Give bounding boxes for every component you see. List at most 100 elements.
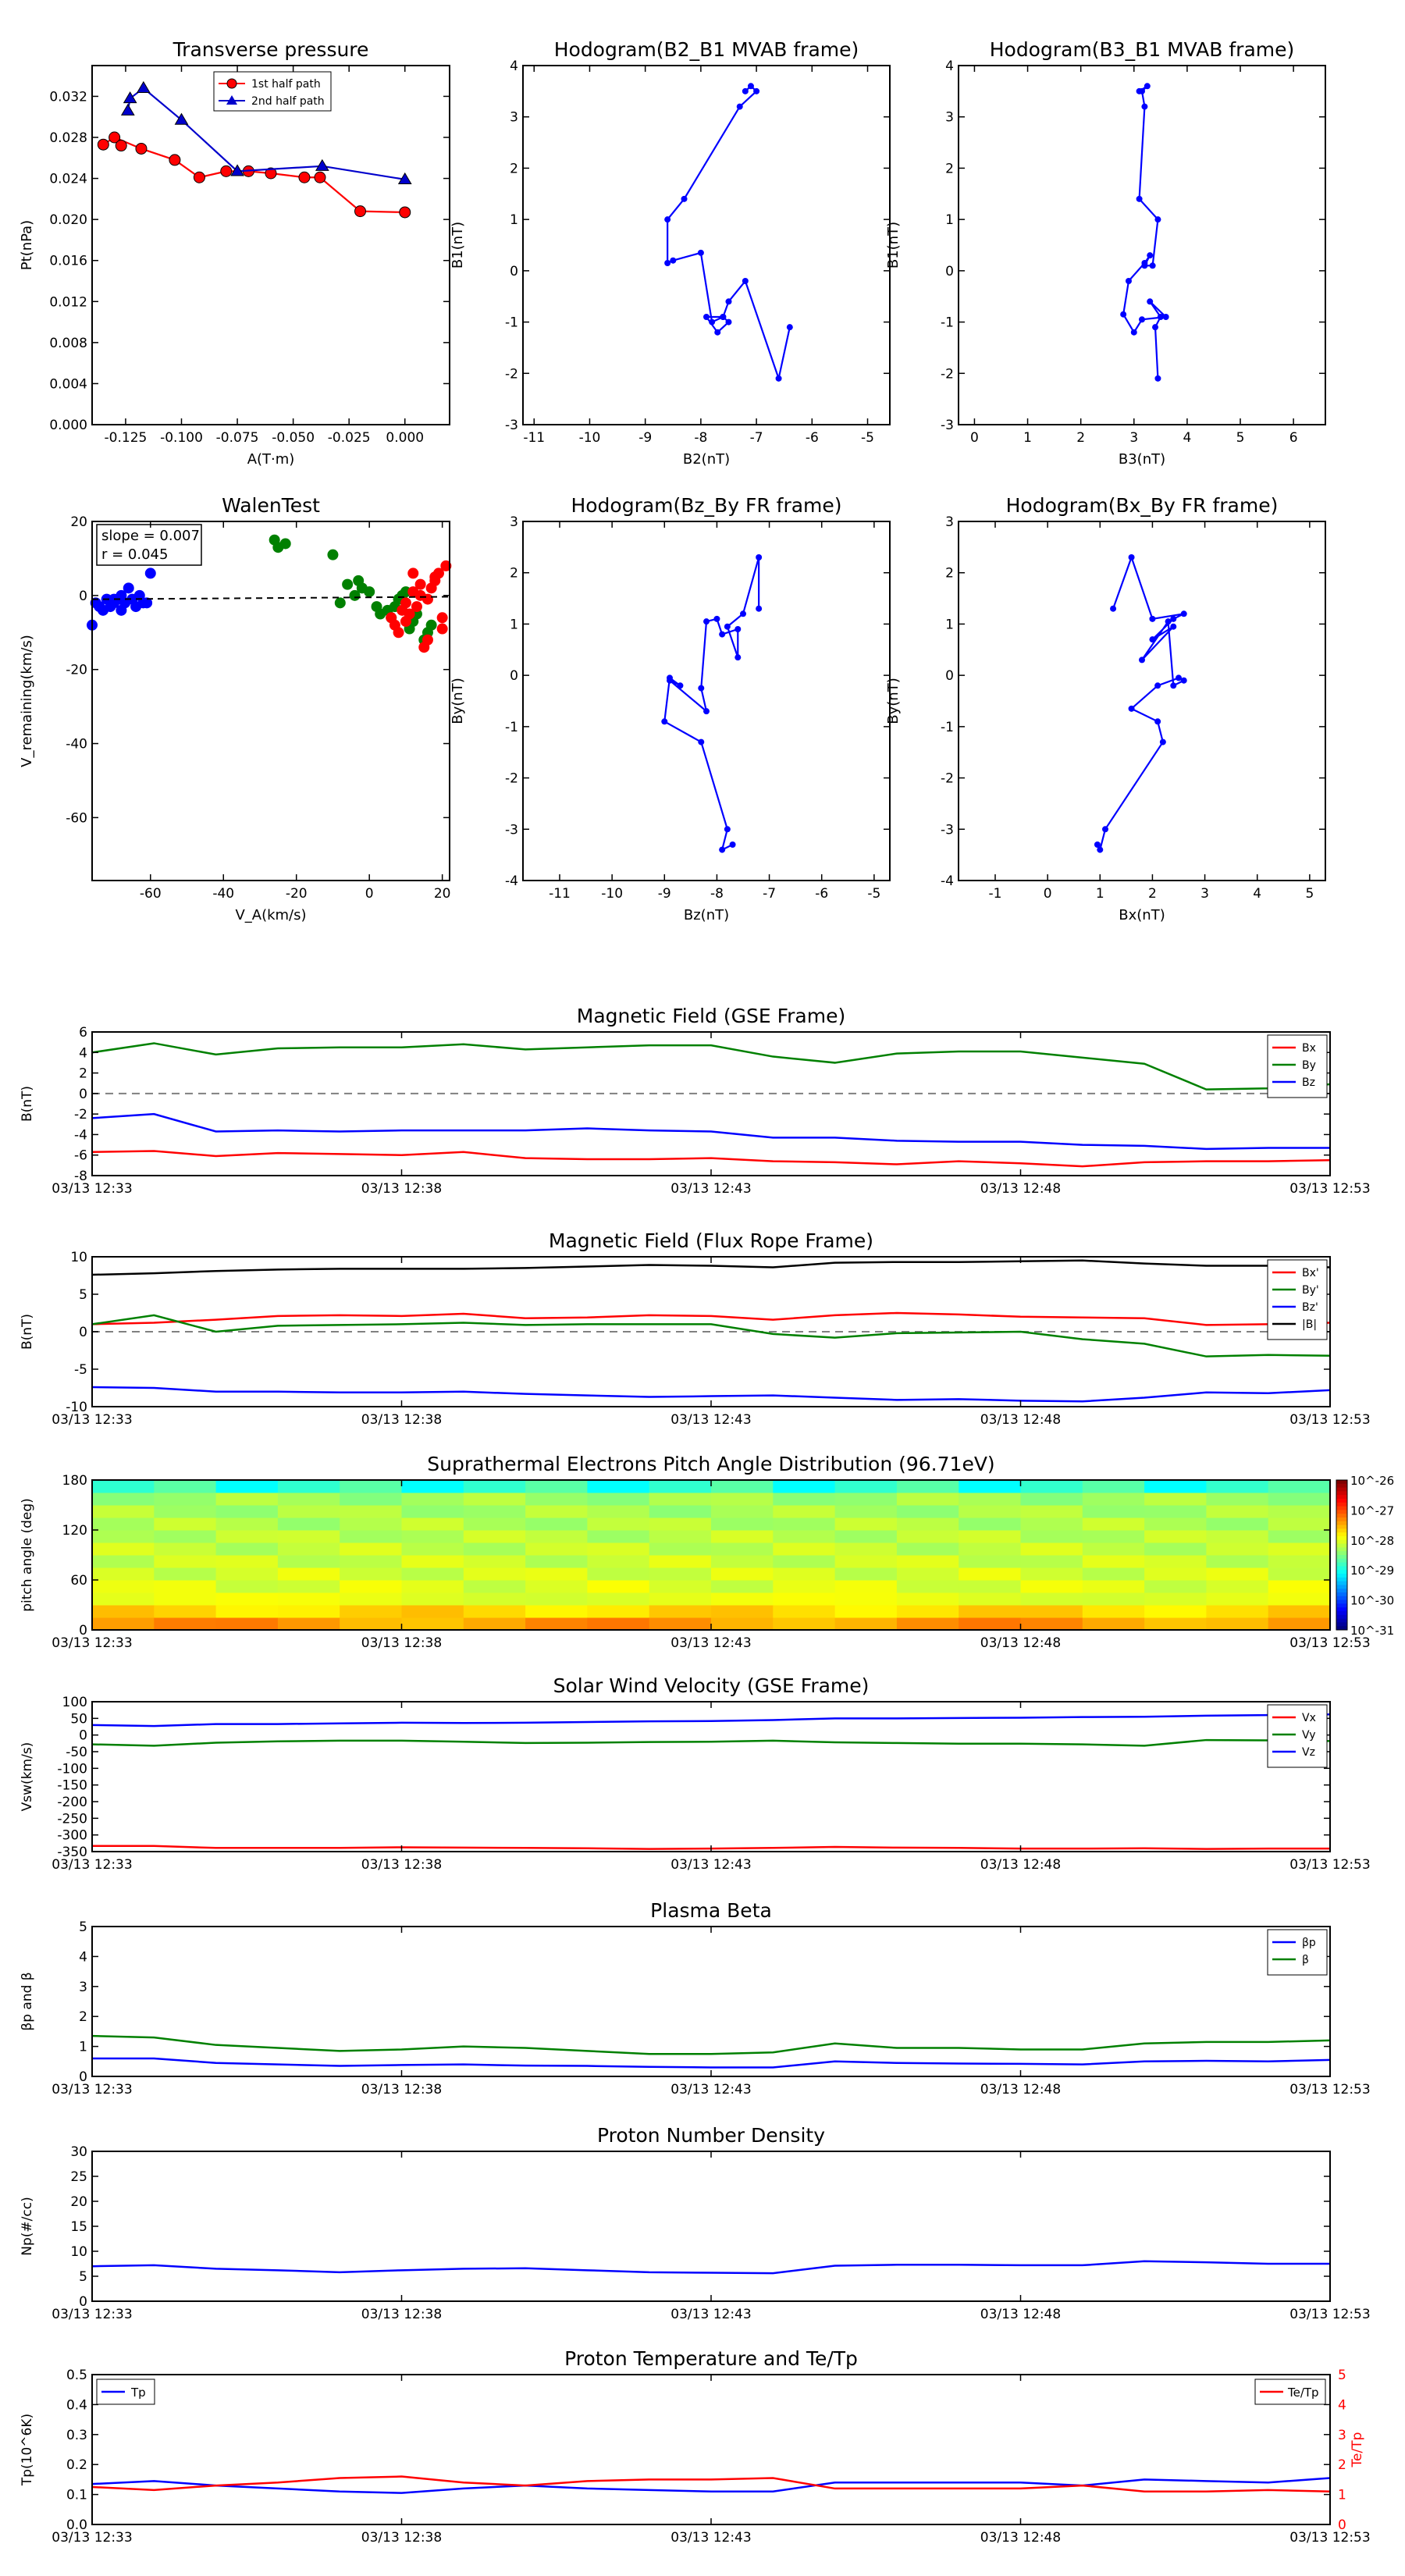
transverse-pressure-point	[230, 164, 244, 176]
pitch-angle-distribution-cell	[401, 1542, 464, 1556]
solar-wind-velocity-panel: Solar Wind Velocity (GSE Frame)-350-300-…	[20, 1674, 1371, 1873]
hodogram-b2-b1-ytick-label: 2	[510, 161, 518, 176]
pitch-angle-distribution-cell	[340, 1530, 402, 1543]
walen-test-ytick-label: -40	[66, 737, 87, 753]
pitch-angle-distribution-cell	[92, 1605, 155, 1618]
proton-temperature-ytick-right-label: 4	[1338, 2397, 1346, 2413]
pitch-angle-distribution-colorbar-step	[1336, 1539, 1347, 1545]
pitch-angle-distribution-cell	[896, 1592, 959, 1606]
pitch-angle-distribution-colorbar-step	[1336, 1491, 1347, 1496]
solar-wind-velocity-frame	[91, 1701, 1331, 1852]
pitch-angle-distribution-cell	[340, 1505, 402, 1518]
pitch-angle-distribution-colorbar-step	[1336, 1536, 1347, 1541]
walen-test-point	[349, 589, 361, 601]
plasma-beta-ytick-label: 1	[79, 2040, 87, 2055]
hodogram-bx-by-point	[1170, 623, 1177, 630]
pitch-angle-distribution-cell	[1206, 1605, 1269, 1618]
pitch-angle-distribution-cell	[834, 1505, 898, 1518]
magnetic-field-fr-xtick-label: 03/13 12:48	[980, 1412, 1061, 1428]
proton-number-density-xtick-label: 03/13 12:33	[52, 2307, 132, 2322]
transverse-pressure-panel: Transverse pressure 0.000 0.004 0.008 0.012 0…	[19, 38, 450, 468]
walen-test-ytick-label: 0	[79, 589, 87, 604]
walen-test-point	[342, 578, 354, 590]
pitch-angle-distribution-cell	[959, 1567, 1021, 1581]
hodogram-b2-b1-xtick-label: -9	[638, 430, 652, 446]
pitch-angle-distribution-cell	[1144, 1542, 1207, 1556]
solar-wind-velocity-xtick-label: 03/13 12:48	[980, 1857, 1061, 1873]
walen-test-point	[436, 612, 448, 624]
pitch-angle-distribution-cell	[154, 1493, 217, 1506]
hodogram-bz-by-xtick-label: -7	[763, 886, 776, 902]
proton-number-density-xtick-label: 03/13 12:53	[1289, 2307, 1370, 2322]
magnetic-field-gse-legend-label: By	[1302, 1059, 1316, 1072]
magnetic-field-fr-xtick-label: 03/13 12:33	[52, 1412, 132, 1428]
hodogram-b2-b1-series-line	[667, 84, 791, 382]
pitch-angle-distribution-cell	[711, 1605, 774, 1618]
magnetic-field-gse-ytick-label: -4	[74, 1127, 87, 1143]
pitch-angle-distribution-ylabel: pitch angle (deg)	[20, 1498, 35, 1612]
pitch-angle-distribution-cell	[711, 1505, 774, 1518]
walen-test-xtick-label: -20	[286, 886, 308, 902]
magnetic-field-gse-legend-label: Bx	[1302, 1042, 1316, 1055]
walen-test-xtick-label: 20	[434, 886, 451, 902]
plasma-beta-ytick-label: 5	[79, 1920, 87, 1935]
proton-temperature-series-TeTp-line	[91, 2475, 1331, 2493]
pitch-angle-distribution-cell	[340, 1480, 402, 1493]
hodogram-b2-b1-ytick-label: -3	[505, 418, 518, 433]
pitch-angle-distribution-cell	[773, 1617, 836, 1631]
proton-number-density-ytick-label: 30	[70, 2144, 87, 2160]
proton-number-density-ytick-label: 15	[70, 2219, 87, 2235]
walen-test-ytick-label: 20	[70, 514, 87, 530]
magnetic-field-gse-xtick-label: 03/13 12:48	[980, 1181, 1061, 1197]
hodogram-b2-b1-point	[736, 103, 743, 110]
hodogram-bz-by-point	[698, 738, 705, 745]
pitch-angle-distribution-cell	[1206, 1493, 1269, 1506]
pitch-angle-distribution-colorbar-step	[1336, 1495, 1347, 1500]
pitch-angle-distribution-cell	[711, 1493, 774, 1506]
pitch-angle-distribution-cell	[401, 1517, 464, 1531]
pitch-angle-distribution-cell	[711, 1555, 774, 1568]
proton-temperature-title: Proton Temperature and Te/Tp	[564, 2347, 858, 2370]
walen-test-panel: WalenTest slope = 0.007 r = 0.045 -60 -40 -20…	[19, 494, 452, 923]
transverse-pressure-xtick-label: -0.100	[160, 430, 203, 446]
transverse-pressure-ytick-label: 0.028	[49, 130, 87, 146]
hodogram-bz-by-xtick-label: -11	[549, 886, 571, 902]
pitch-angle-distribution-cell	[154, 1580, 217, 1593]
hodogram-bz-by-ytick-label: 1	[510, 617, 518, 632]
pitch-angle-distribution-ytick-label: 0	[79, 1623, 87, 1638]
transverse-pressure-point	[97, 138, 109, 151]
hodogram-b3-b1-ylabel: B1(nT)	[885, 222, 902, 269]
hodogram-bx-by-point	[1149, 636, 1156, 643]
pitch-angle-distribution-cell	[401, 1580, 464, 1593]
pitch-angle-distribution-cell	[277, 1592, 340, 1606]
walen-test-point	[440, 560, 452, 571]
pitch-angle-distribution-xtick-label: 03/13 12:53	[1289, 1635, 1370, 1651]
pitch-angle-distribution-colorbar-label: 10^-27	[1350, 1503, 1394, 1517]
hodogram-bx-by-point	[1170, 682, 1177, 689]
solar-wind-velocity-ytick-label: -350	[57, 1845, 87, 1860]
pitch-angle-distribution-cell	[525, 1617, 588, 1631]
pitch-angle-distribution-colorbar-label: 10^-30	[1350, 1594, 1394, 1608]
hodogram-b3-b1-xtick-label: 2	[1076, 430, 1085, 446]
pitch-angle-distribution-cell	[340, 1567, 402, 1581]
hodogram-bx-by-frame	[958, 521, 1326, 881]
pitch-angle-distribution-cell	[525, 1480, 588, 1493]
solar-wind-velocity-ytick-label: 0	[79, 1728, 87, 1744]
pitch-angle-distribution-cell	[959, 1493, 1021, 1506]
pitch-angle-distribution-ytick-label: 60	[70, 1573, 87, 1589]
pitch-angle-distribution-cell	[463, 1480, 526, 1493]
hodogram-bz-by-point	[661, 718, 668, 725]
pitch-angle-distribution-colorbar-step	[1336, 1581, 1347, 1585]
hodogram-b3-b1-series-line	[1122, 85, 1168, 379]
pitch-angle-distribution-cell	[1144, 1517, 1207, 1531]
hodogram-b2-b1-point	[720, 314, 727, 320]
hodogram-b3-b1-point	[1139, 316, 1145, 323]
pitch-angle-distribution-colorbar-label: 10^-31	[1350, 1624, 1394, 1638]
hodogram-b2-b1-ytick-label: 1	[510, 212, 518, 228]
hodogram-bx-by-xtick-label: -1	[989, 886, 1002, 902]
pitch-angle-distribution-colorbar-step	[1336, 1558, 1347, 1564]
pitch-angle-distribution-cell	[1020, 1605, 1083, 1618]
hodogram-b2-b1-point	[786, 324, 793, 331]
hodogram-b3-b1-panel: Hodogram(B3_B1 MVAB frame) -3 -2 -1 0 1 2 3 4 0 1 2…	[885, 38, 1326, 468]
pitch-angle-distribution-cell	[834, 1580, 898, 1593]
